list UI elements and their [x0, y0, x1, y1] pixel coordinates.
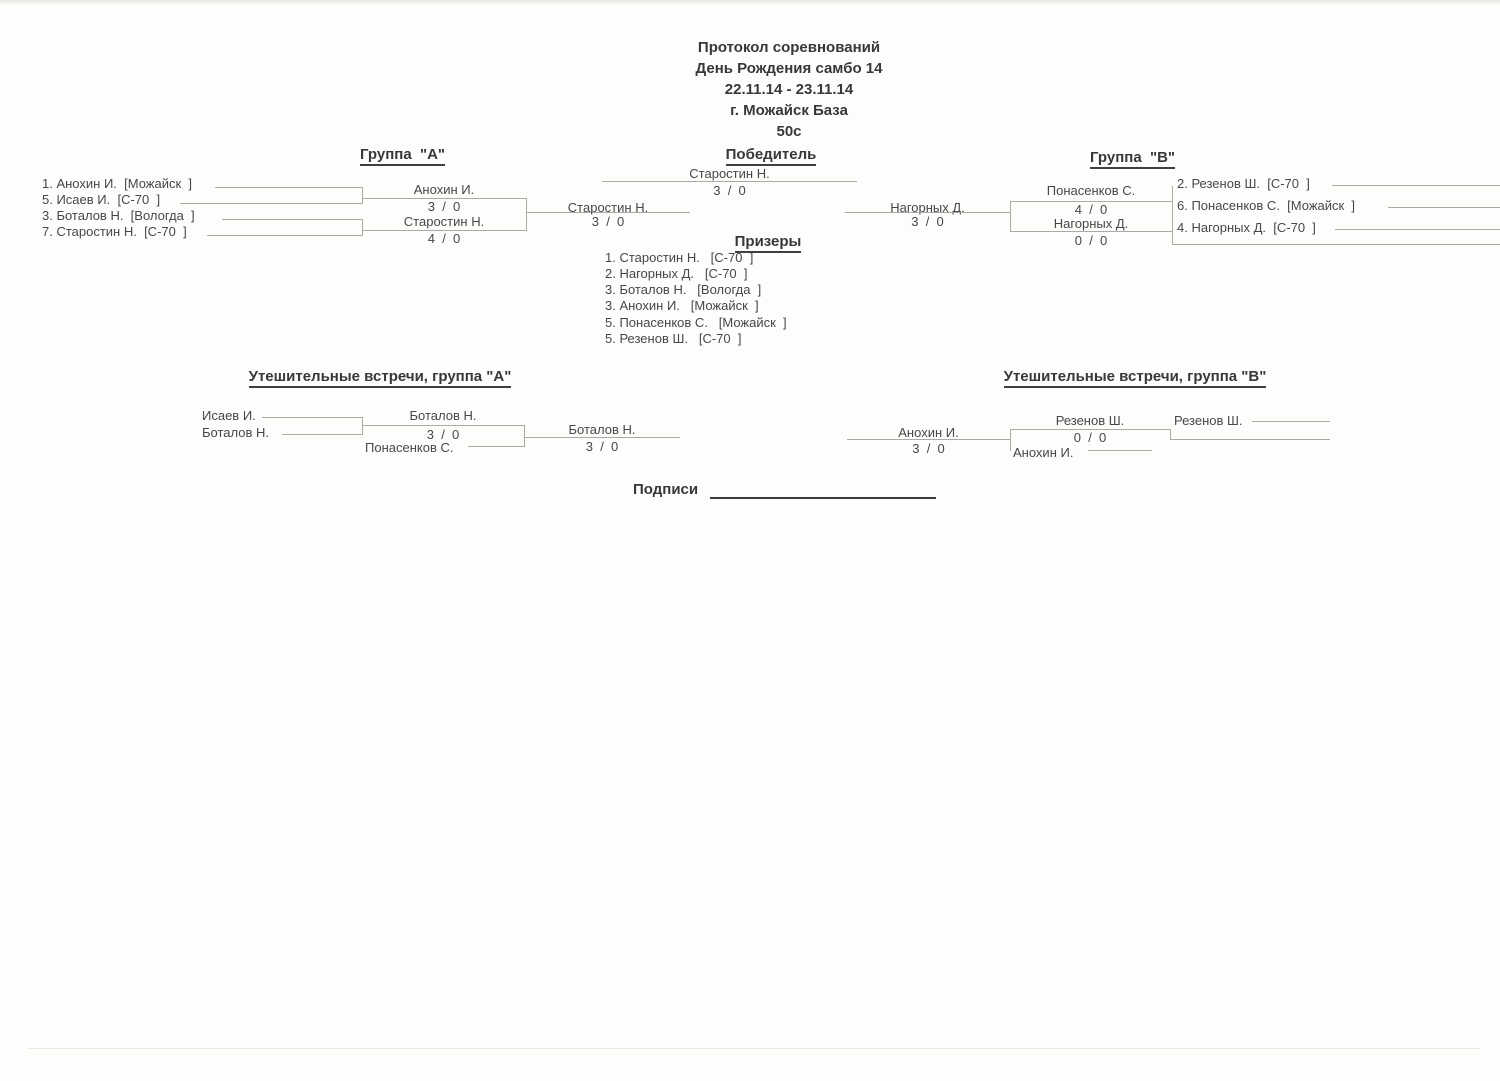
consolation-a-player-2: Боталов Н. [202, 425, 269, 440]
group-a-finalist-score: 3 / 0 [591, 214, 625, 229]
bracket-line [524, 437, 680, 438]
bracket-line [1172, 244, 1500, 245]
consolation-a-player-1: Исаев И. [202, 408, 256, 423]
bracket-line [1388, 207, 1500, 208]
prize-item-4: 3. Анохин И. [Можайск ] [605, 298, 759, 313]
group-a-sf1-score: 3 / 0 [427, 199, 461, 214]
signatures-label: Подписи [633, 481, 699, 498]
group-b-entry-3: 4. Нагорных Д. [С-70 ] [1177, 220, 1316, 235]
consolation-a-m1-winner: Боталов Н. [409, 408, 477, 423]
group-a-title: Группа "А" [300, 146, 505, 166]
bracket-line [526, 212, 690, 213]
consolation-b-incoming-name: Анохин И. [898, 425, 959, 440]
bracket-line [1010, 231, 1172, 232]
bracket-connector [1170, 429, 1171, 440]
scan-edge-artifact-top [0, 0, 1500, 5]
consolation-a-m1-score: 3 / 0 [426, 427, 460, 442]
bracket-line [262, 417, 362, 418]
group-a-finalist-name: Старостин Н. [567, 200, 649, 215]
bracket-connector [526, 198, 527, 231]
group-b-sf1-winner: Понасенков С. [1046, 183, 1136, 198]
consolation-a-player-3: Понасенков С. [365, 440, 454, 455]
bracket-line [1170, 439, 1330, 440]
group-a-sf1-winner: Анохин И. [413, 182, 475, 197]
bracket-line [282, 434, 362, 435]
winner-slot-line [602, 181, 857, 182]
consolation-b-title-text: Утешительные встречи, группа "В" [1003, 368, 1267, 388]
bracket-connector [362, 417, 363, 435]
group-a-entry-2: 5. Исаев И. [С-70 ] [42, 192, 161, 207]
tournament-winner-name: Старостин Н. [689, 166, 770, 181]
winner-title: Победитель [691, 146, 851, 166]
signature-blank-line [710, 497, 936, 499]
bracket-connector [1010, 201, 1011, 232]
group-b-title: Группа "В" [1030, 149, 1235, 169]
prize-item-2: 2. Нагорных Д. [С-70 ] [605, 266, 748, 281]
bracket-line [222, 219, 362, 220]
bracket-line [468, 446, 524, 447]
consolation-b-incoming-score: 3 / 0 [912, 441, 945, 456]
consolation-b-title: Утешительные встречи, группа "В" [930, 368, 1340, 388]
bracket-line [362, 425, 524, 426]
group-b-sf1-score: 4 / 0 [1074, 202, 1108, 217]
bracket-line [1088, 450, 1152, 451]
doc-event-name: День Рождения самбо 14 [695, 60, 883, 77]
bracket-connector [362, 187, 363, 204]
group-b-title-text: Группа "В" [1089, 149, 1176, 169]
consolation-a-final-score: 3 / 0 [585, 439, 619, 454]
group-b-finalist-name: Нагорных Д. [890, 200, 965, 215]
group-b-sf2-winner: Нагорных Д. [1053, 216, 1129, 231]
consolation-b-player-2: Анохин И. [1013, 445, 1074, 460]
group-a-entry-1: 1. Анохин И. [Можайск ] [42, 176, 193, 191]
prize-item-5: 5. Понасенков С. [Можайск ] [605, 315, 787, 330]
doc-dates: 22.11.14 - 23.11.14 [724, 81, 854, 98]
consolation-b-m1-score: 0 / 0 [1073, 430, 1107, 445]
consolation-a-title-text: Утешительные встречи, группа "А" [248, 368, 512, 388]
bracket-line [207, 235, 362, 236]
group-a-title-text: Группа "А" [359, 146, 446, 166]
group-a-entry-4: 7. Старостин Н. [С-70 ] [42, 224, 187, 239]
scan-edge-artifact-bottom [28, 1048, 1480, 1049]
consolation-b-winner-name: Резенов Ш. [1174, 413, 1243, 428]
prize-item-1: 1. Старостин Н. [С-70 ] [605, 250, 754, 265]
bracket-line [362, 230, 526, 231]
group-b-finalist-score: 3 / 0 [911, 214, 944, 229]
doc-weight-category: 50с [776, 123, 802, 140]
bracket-line [1010, 429, 1170, 430]
group-a-entry-3: 3. Боталов Н. [Вологда ] [42, 208, 195, 223]
bracket-connector [1172, 186, 1173, 244]
bracket-line [215, 187, 362, 188]
prizes-title-text: Призеры [734, 233, 802, 253]
bracket-line [362, 198, 526, 199]
bracket-line [1332, 185, 1500, 186]
bracket-line [845, 212, 1010, 213]
prize-item-3: 3. Боталов Н. [Вологда ] [605, 282, 762, 297]
group-b-sf2-score: 0 / 0 [1074, 233, 1108, 248]
winner-title-text: Победитель [725, 146, 817, 166]
group-a-sf2-score: 4 / 0 [427, 231, 461, 246]
bracket-line [1335, 229, 1500, 230]
consolation-a-title: Утешительные встречи, группа "А" [180, 368, 580, 388]
group-b-entry-2: 6. Понасенков С. [Можайск ] [1177, 198, 1356, 213]
doc-title: Протокол соревнований [697, 39, 881, 56]
prizes-title: Призеры [690, 233, 846, 253]
bracket-line [1252, 421, 1330, 422]
bracket-line [180, 203, 362, 204]
bracket-connector [1010, 429, 1011, 451]
consolation-a-final-winner: Боталов Н. [568, 422, 636, 437]
group-b-entry-1: 2. Резенов Ш. [С-70 ] [1177, 176, 1310, 191]
tournament-winner-score: 3 / 0 [713, 183, 746, 198]
group-a-sf2-winner: Старостин Н. [403, 214, 485, 229]
consolation-b-m1-winner: Резенов Ш. [1055, 413, 1125, 428]
doc-location: г. Можайск База [730, 102, 848, 119]
bracket-connector [524, 425, 525, 447]
bracket-connector [362, 219, 363, 236]
prize-item-6: 5. Резенов Ш. [С-70 ] [605, 331, 742, 346]
bracket-line [1010, 201, 1172, 202]
bracket-line [847, 439, 1010, 440]
